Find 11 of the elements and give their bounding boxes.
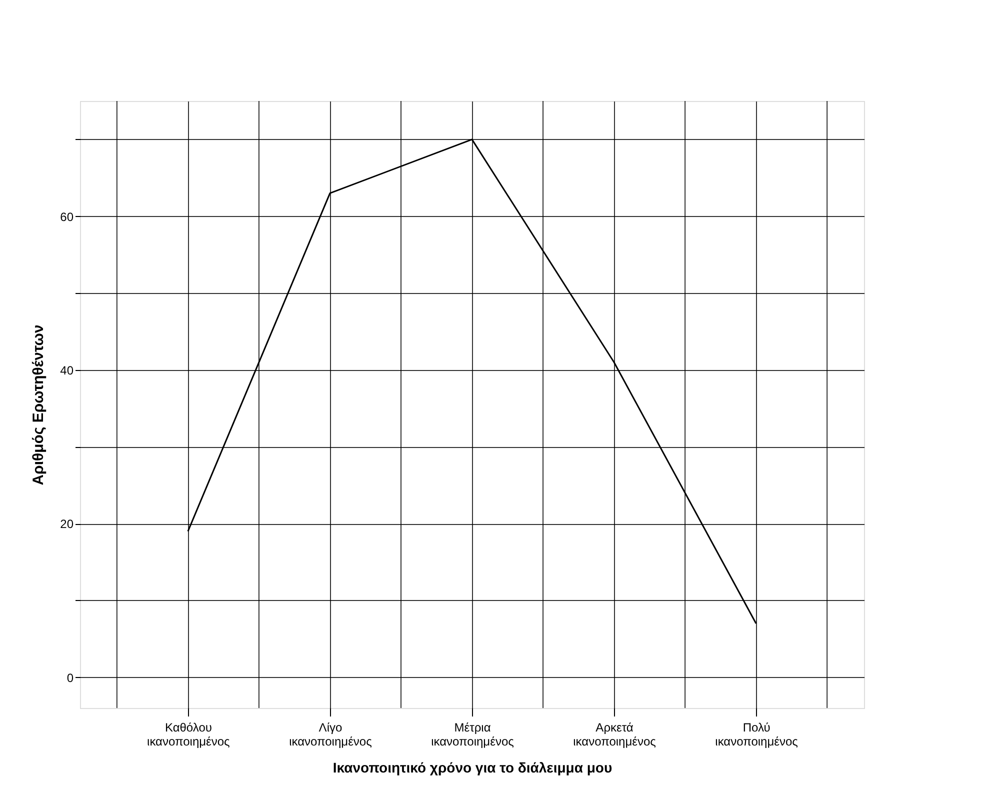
x-tick-label: Λίγο ικανοποιημένος: [289, 720, 372, 748]
y-tick-label: 60: [60, 210, 74, 224]
x-tick-label: Αρκετά ικανοποιημένος: [573, 720, 656, 748]
y-tick-label: 40: [60, 363, 74, 378]
x-axis-title: Ικανοποιητικό χρόνο για το διάλειμμα μου: [332, 760, 612, 776]
y-axis-title: Αριθμός Ερωτηθέντων: [30, 324, 48, 486]
x-tick-label: Πολύ ικανοποιημένος: [715, 720, 798, 748]
y-tick-label: 20: [60, 517, 74, 532]
y-tick-label: 0: [66, 670, 74, 685]
x-tick-label: Καθόλου ικανοποιημένος: [147, 720, 230, 748]
x-tick-label: Μέτρια ικανοποιημένος: [431, 720, 514, 748]
